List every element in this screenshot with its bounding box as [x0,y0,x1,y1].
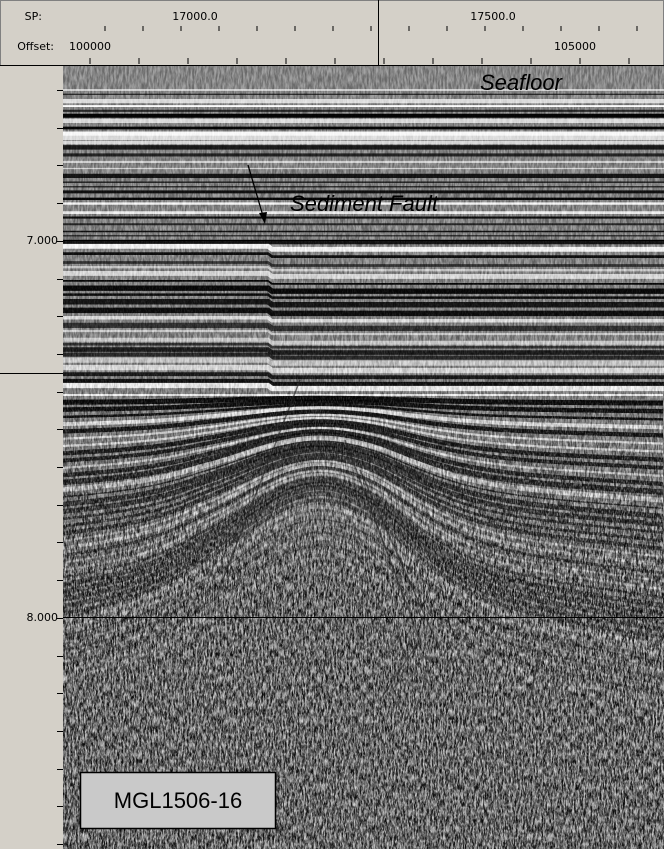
fault-traces [214,379,541,701]
fault-trace [529,649,541,701]
fault-trace [359,469,441,651]
header-bg [0,0,664,66]
sp-tick-label: 17500.0 [470,10,516,23]
sp-label: SP: [25,10,42,23]
fault-trace [344,439,421,641]
offset-tick-label: 105000 [554,40,596,53]
offset-label: Offset: [17,40,54,53]
line-id: MGL1506-16 [114,788,242,813]
seafloor-label: Seafloor [480,70,564,95]
noise-zone [63,66,664,849]
time-tick-label: 8.000 [27,611,59,624]
fault-trace [214,379,301,601]
seismic-image [63,66,664,849]
sp-tick-label: 17000.0 [172,10,218,23]
fault-arrow [247,164,264,217]
fault-label: Sediment Fault [290,191,439,216]
time-tick-label: 7.000 [27,234,59,247]
axis-bg [0,66,63,849]
header-ticks [89,26,638,64]
fault-arrow-head [259,212,267,224]
offset-tick-label: 100000 [69,40,111,53]
noise-light [63,66,664,849]
line-id-box [79,771,277,830]
axis-ticks [57,90,63,845]
fault-trace [379,639,421,701]
